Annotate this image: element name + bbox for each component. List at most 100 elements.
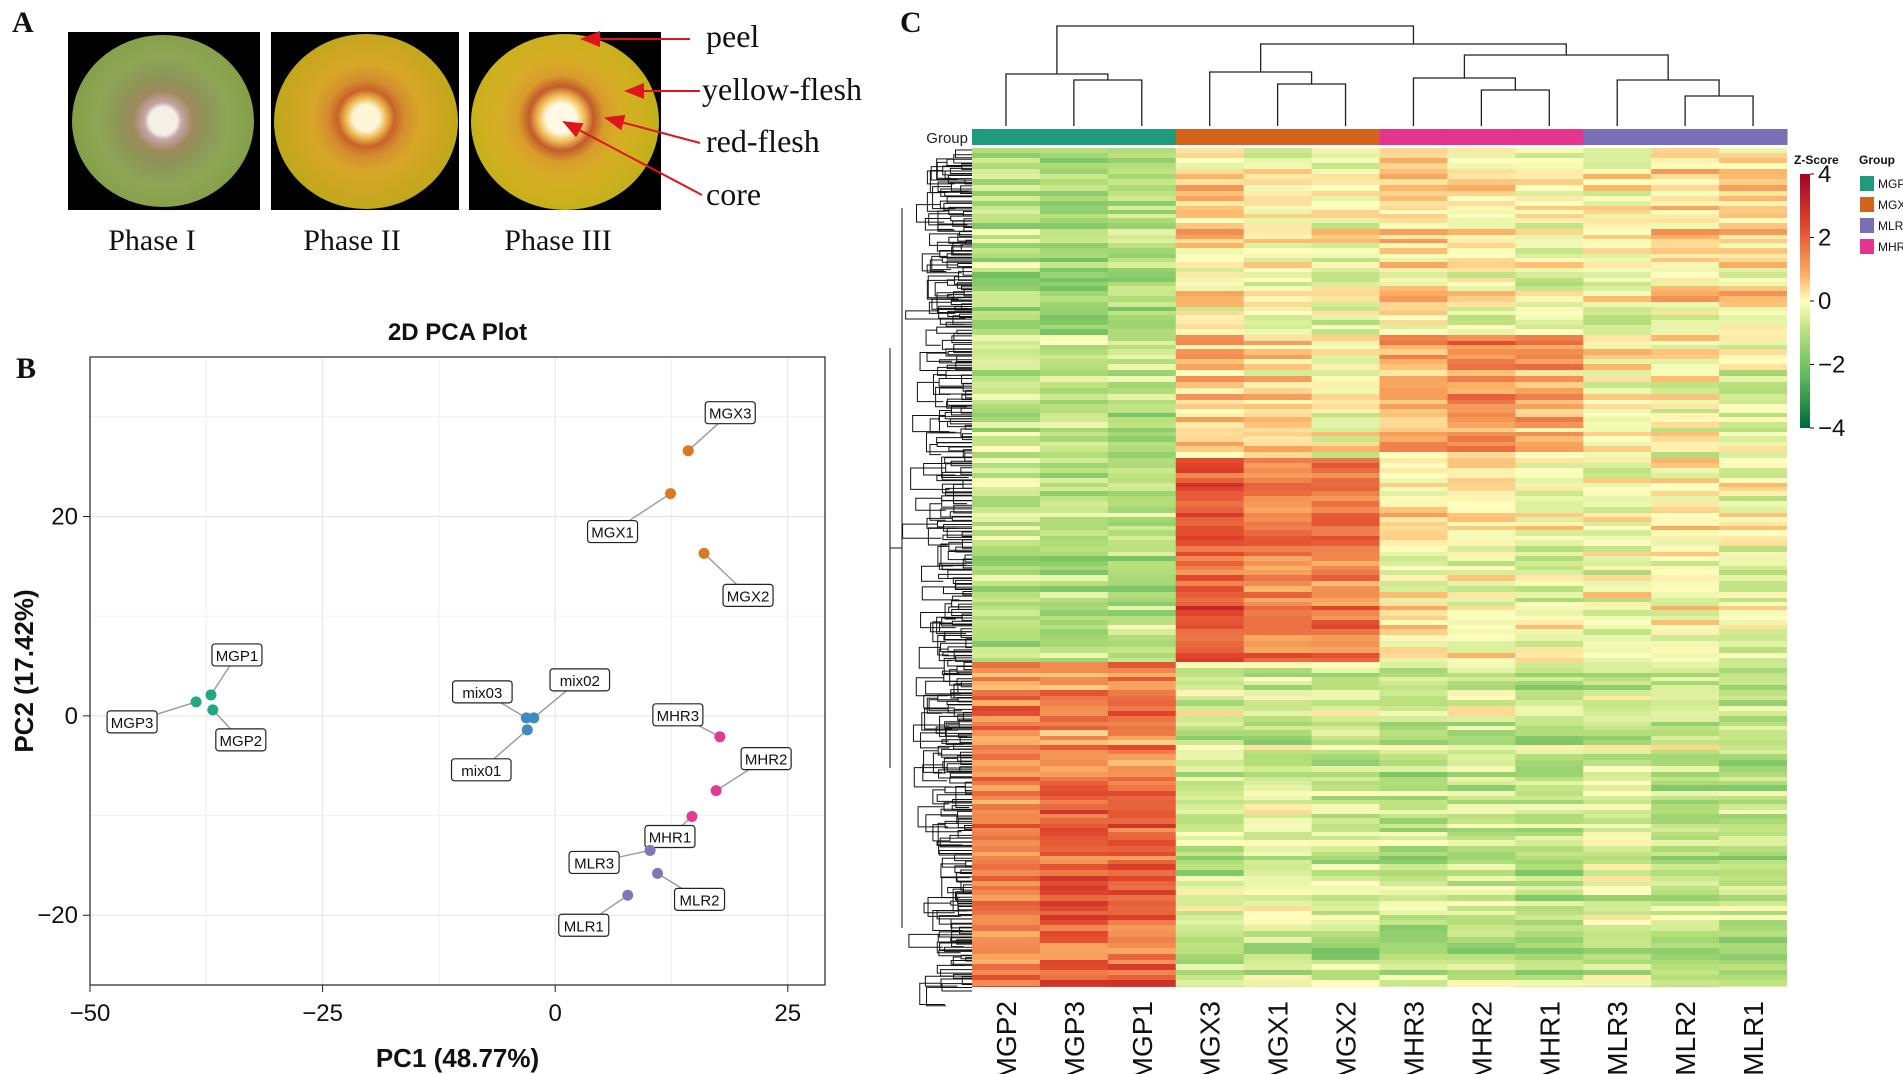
heatmap-cell [1447,206,1516,211]
heatmap-cell [1515,254,1584,259]
row-link [960,244,972,252]
heatmap-cell [1039,800,1109,805]
heatmap-cell [1107,625,1177,630]
heatmap-cell [1515,975,1584,981]
heatmap-cell [1651,296,1720,303]
heatmap-cell [1583,400,1652,405]
heatmap-cell [972,870,1041,877]
heatmap-cell [1175,745,1245,751]
heatmap-cell [1379,836,1448,841]
heatmap-cell [1107,196,1177,202]
heatmap-cell [1447,722,1516,727]
heatmap-cell [1447,700,1516,707]
heatmap-cell [1175,452,1245,459]
heatmap-cell [1107,179,1177,186]
heatmap-cell [1447,570,1516,576]
heatmap-cell [1107,158,1177,164]
heatmap-cell [1175,291,1245,297]
heatmap-cell [1583,937,1652,944]
row-link [937,366,972,376]
heatmap-cell [1515,986,1584,987]
heatmap-cell [1039,436,1109,443]
heatmap-cell [1515,540,1584,547]
heatmap-cell [1651,218,1720,224]
heatmap-cell [1583,575,1652,582]
heatmap-cell [1311,370,1380,377]
heatmap-cell [972,436,1041,443]
heatmap-cell [1651,329,1720,336]
heatmap-cell [972,468,1041,474]
heatmap-cell [1719,980,1787,987]
row-link [944,820,972,829]
heatmap-cell [1719,307,1787,312]
heatmap-cell [1719,335,1787,342]
heatmap-cell [972,491,1041,497]
heatmap-cell [1243,681,1313,686]
heatmap-cell [972,754,1041,761]
heatmap-cell [1651,404,1720,410]
heatmap-cell [1719,901,1787,907]
row-link [948,236,972,244]
heatmap-cell [1107,394,1177,401]
heatmap-cell [1039,602,1109,607]
heatmap-cell [1515,158,1584,164]
row-link [960,881,972,891]
heatmap-cell [1515,229,1584,236]
heatmap-cell [1311,355,1380,360]
heatmap-cell [1039,766,1109,773]
point-label: mix02 [560,673,600,690]
heatmap-cell [1515,730,1584,737]
heatmap-cell [1719,960,1787,965]
heatmap-cell [1719,210,1787,215]
heatmap-cell [1515,832,1584,837]
heatmap-cell [1515,388,1584,395]
heatmap-cell [1243,239,1313,244]
heatmap-cell [1379,311,1448,316]
row-link [925,329,941,346]
heatmap-cell [972,400,1041,405]
row-link [940,969,972,977]
heatmap-cell [1039,635,1109,642]
heatmap-cell [1039,196,1109,202]
heatmap-cell [1039,864,1109,871]
heatmap-cell [1107,452,1177,459]
row-link [946,527,972,538]
heatmap-cell [1583,948,1652,955]
row-link [941,857,972,868]
heatmap-cell [972,254,1041,259]
row-link [923,750,943,773]
heatmap-cell [1379,581,1448,587]
heatmap-cell [1583,810,1652,815]
heatmap-cell [1447,452,1516,459]
heatmap-cell [1719,483,1787,488]
row-link [951,296,972,302]
heatmap-cell [1583,991,1651,997]
heatmap-cell [1107,975,1177,981]
heatmap-cell [972,598,1041,603]
heatmap-cell [1583,975,1652,981]
row-link [908,933,944,948]
heatmap-cell [1447,925,1516,932]
heatmap-cell [1651,681,1720,686]
heatmap-cell [1311,658,1380,663]
heatmap-cell [1039,581,1109,587]
heatmap-cell [1039,970,1109,976]
row-link [943,202,972,211]
heatmap-cell [1719,540,1787,547]
phase-label-1: Phase I [108,224,196,257]
heatmap-cell [1379,890,1448,896]
pca-point [207,704,219,716]
heatmap-cell [1583,915,1652,921]
row-link [959,926,972,935]
heatmap-cell [1311,536,1380,541]
heatmap-cell [1039,286,1109,292]
row-link [965,790,972,795]
heatmap-cell [1175,673,1245,678]
heatmap-cell [1447,248,1516,255]
heatmap-cell [1515,329,1584,336]
heatmap-cell [1515,740,1584,746]
heatmap-cell [1039,201,1109,207]
heatmap-cell [1175,954,1245,961]
heatmap-cell [1583,625,1652,630]
row-link [954,891,972,901]
